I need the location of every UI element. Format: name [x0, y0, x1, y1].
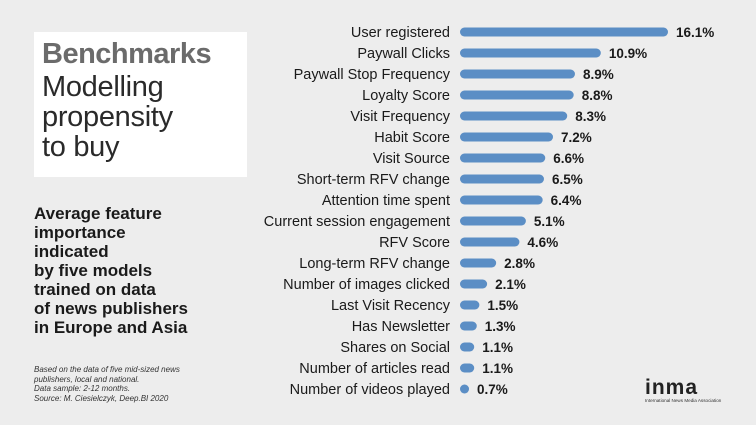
description-line: trained on data: [34, 280, 156, 299]
bar: [460, 363, 475, 373]
category-label: Long-term RFV change: [299, 256, 450, 272]
category-label: Visit Frequency: [350, 109, 450, 125]
value-label: 10.9%: [609, 46, 647, 61]
value-label: 0.7%: [477, 382, 508, 397]
value-label: 6.6%: [553, 151, 584, 166]
bar: [460, 279, 488, 289]
category-label: Paywall Clicks: [357, 46, 450, 62]
bar: [460, 111, 568, 121]
note-line: Based on the data of five mid-sized news: [34, 365, 180, 374]
value-label: 1.3%: [485, 319, 516, 334]
bar: [460, 132, 554, 142]
bar: [460, 69, 575, 79]
category-label: Number of videos played: [290, 382, 450, 398]
title-line: propensity: [42, 101, 173, 133]
bar: [460, 48, 601, 58]
bar: [460, 27, 668, 37]
description-line: indicated: [34, 242, 109, 261]
category-label: Visit Source: [373, 151, 450, 167]
logo-tagline: International News Media Association: [645, 398, 722, 403]
value-label: 4.6%: [527, 235, 558, 250]
bar: [460, 153, 546, 163]
category-label: Habit Score: [374, 130, 450, 146]
value-label: 1.1%: [482, 340, 513, 355]
description-line: in Europe and Asia: [34, 318, 188, 337]
title-line: Modelling: [42, 71, 164, 103]
category-label: RFV Score: [379, 235, 450, 251]
title-main: Benchmarks: [42, 38, 212, 70]
value-label: 1.5%: [487, 298, 518, 313]
category-label: Current session engagement: [264, 214, 450, 230]
bar: [460, 300, 480, 310]
category-label: Paywall Stop Frequency: [294, 67, 451, 83]
bar: [460, 384, 470, 394]
value-label: 8.9%: [583, 67, 614, 82]
value-label: 2.8%: [504, 256, 535, 271]
description-line: importance: [34, 223, 126, 242]
title-line: to buy: [42, 131, 120, 163]
category-label: Shares on Social: [340, 340, 450, 356]
description: Average feature importance indicated by …: [34, 204, 234, 337]
inma-logo: inma International News Media Associatio…: [645, 376, 731, 403]
note-line: Data sample: 2-12 months.: [34, 384, 131, 394]
note-line: Source: M. Ciesielczyk, Deep.BI 2020: [34, 393, 169, 403]
bar: [460, 237, 520, 247]
category-label: User registered: [351, 25, 450, 41]
value-label: 8.3%: [575, 109, 606, 124]
source-note: Based on the data of five mid-sized news…: [34, 365, 234, 403]
description-line: of news publishers: [34, 299, 188, 318]
value-label: 8.8%: [582, 88, 613, 103]
category-label: Number of images clicked: [283, 277, 450, 293]
bar: [460, 342, 475, 352]
value-label: 6.4%: [551, 193, 582, 208]
logo-word: inma: [645, 376, 699, 399]
category-label: Has Newsletter: [352, 319, 450, 335]
value-label: 5.1%: [534, 214, 565, 229]
value-label: 2.1%: [495, 277, 526, 292]
value-label: 6.5%: [552, 172, 583, 187]
bar: [460, 90, 574, 100]
category-label: Number of articles read: [299, 361, 450, 377]
description-line: Average feature: [34, 204, 162, 223]
title-box: Benchmarks Modelling propensity to buy: [34, 32, 247, 177]
category-label: Short-term RFV change: [297, 172, 450, 188]
bar: [460, 216, 526, 226]
note-line: publishers, local and national.: [34, 374, 140, 384]
bar: [460, 258, 497, 268]
bar: [460, 195, 543, 205]
bar: [460, 321, 477, 331]
category-label: Attention time spent: [322, 193, 450, 209]
value-label: 1.1%: [482, 361, 513, 376]
category-label: Loyalty Score: [362, 88, 450, 104]
title-subtitle: Modelling propensity to buy: [42, 72, 173, 162]
value-label: 7.2%: [561, 130, 592, 145]
category-label: Last Visit Recency: [331, 298, 451, 314]
value-label: 16.1%: [676, 25, 714, 40]
description-line: by five models: [34, 261, 153, 280]
bar: [460, 174, 544, 184]
